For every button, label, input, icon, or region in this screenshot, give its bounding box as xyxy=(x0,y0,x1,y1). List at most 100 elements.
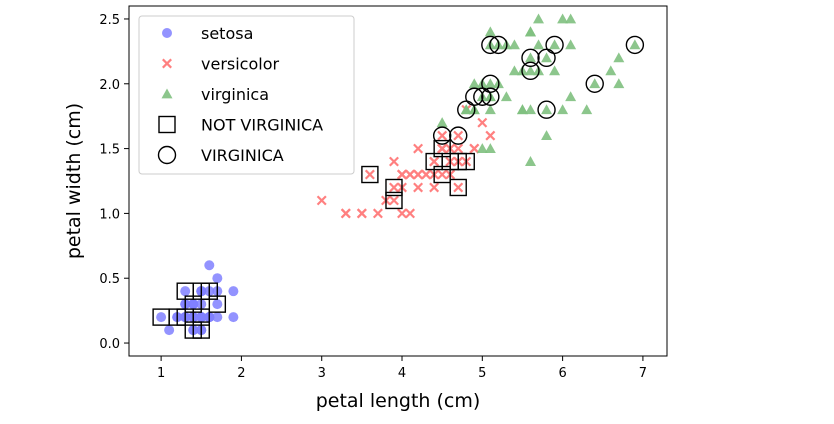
data-point xyxy=(164,325,175,336)
data-point xyxy=(541,52,553,63)
data-point xyxy=(557,13,569,24)
legend-label: virginica xyxy=(201,85,269,104)
data-point xyxy=(481,74,500,93)
data-point xyxy=(208,295,227,313)
legend-item: setosa xyxy=(162,24,253,43)
x-tick-label: 7 xyxy=(639,366,647,381)
y-tick-label: 2.5 xyxy=(99,13,120,28)
series-virginica xyxy=(432,35,645,145)
series-not-virginica xyxy=(152,139,475,339)
data-point xyxy=(481,87,500,106)
data-point xyxy=(484,104,496,115)
data-point xyxy=(453,130,464,141)
data-point xyxy=(485,130,496,141)
data-point xyxy=(436,117,448,128)
data-point xyxy=(361,165,379,184)
data-point xyxy=(500,91,512,102)
data-point xyxy=(441,152,459,171)
x-tick-label: 4 xyxy=(398,366,406,381)
legend-item: VIRGINICA xyxy=(157,145,284,165)
data-point xyxy=(545,35,564,55)
data-point xyxy=(389,182,399,193)
x-tick-label: 3 xyxy=(318,366,326,381)
data-point xyxy=(613,78,625,89)
legend: setosa versicolor virginica NOT VIRGINICA VI… xyxy=(138,15,355,175)
data-point xyxy=(524,52,536,63)
data-point xyxy=(413,169,424,180)
legend-label: VIRGINICA xyxy=(201,146,284,165)
data-point xyxy=(188,299,199,310)
data-point xyxy=(613,52,625,63)
data-point xyxy=(405,169,416,180)
data-point xyxy=(385,191,403,210)
data-point xyxy=(429,182,440,193)
data-point xyxy=(605,65,617,76)
data-point xyxy=(521,61,540,81)
legend-marker xyxy=(158,115,176,134)
data-point xyxy=(481,35,500,55)
y-axis-label: petal width (cm) xyxy=(63,103,85,259)
data-point xyxy=(533,39,545,50)
data-point xyxy=(489,35,508,55)
data-point xyxy=(484,78,496,89)
data-point xyxy=(477,117,488,128)
data-point xyxy=(565,91,577,102)
data-point xyxy=(476,143,488,153)
data-point xyxy=(549,65,561,76)
x-tick-label: 5 xyxy=(478,366,486,381)
data-point xyxy=(629,39,641,50)
data-point xyxy=(372,208,383,219)
data-point xyxy=(421,169,432,180)
data-point xyxy=(437,130,448,141)
data-point xyxy=(156,312,167,323)
data-point xyxy=(397,169,407,180)
data-point xyxy=(465,87,484,106)
legend-marker xyxy=(157,145,177,165)
data-point xyxy=(356,208,367,219)
legend-label: versicolor xyxy=(201,55,279,74)
data-point xyxy=(196,312,207,323)
data-point xyxy=(204,260,215,271)
data-point xyxy=(524,156,536,166)
legend-marker xyxy=(161,88,173,99)
legend-item: versicolor xyxy=(162,55,279,74)
data-point xyxy=(180,286,191,297)
data-point xyxy=(541,130,553,141)
data-point xyxy=(228,312,239,323)
x-tick-label: 1 xyxy=(157,366,165,381)
data-point xyxy=(192,308,210,326)
x-axis-label: petal length (cm) xyxy=(316,390,481,412)
y-axis-ticks: 0.0 0.5 1.0 1.5 2.0 2.5 xyxy=(99,13,129,352)
data-point xyxy=(389,156,399,167)
legend-item: virginica xyxy=(161,85,269,104)
legend-marker xyxy=(162,28,172,38)
data-point xyxy=(524,65,536,76)
data-point xyxy=(437,143,448,154)
legend-label: NOT VIRGINICA xyxy=(201,116,323,135)
x-tick-label: 2 xyxy=(237,366,245,381)
legend-frame xyxy=(138,15,355,175)
data-point xyxy=(405,208,416,219)
data-point xyxy=(449,126,468,145)
data-point xyxy=(521,48,540,68)
data-point xyxy=(468,78,480,89)
data-point xyxy=(453,182,464,193)
data-point xyxy=(228,286,239,297)
legend-label: setosa xyxy=(201,24,253,43)
data-point xyxy=(524,26,536,37)
y-tick-label: 1.5 xyxy=(99,143,120,158)
y-tick-label: 0.0 xyxy=(99,337,120,352)
data-point xyxy=(524,104,536,115)
data-point xyxy=(469,143,480,154)
data-point xyxy=(212,299,223,310)
x-tick-label: 6 xyxy=(558,366,566,381)
y-tick-label: 0.5 xyxy=(99,272,120,287)
data-point xyxy=(589,78,601,89)
data-point xyxy=(385,178,403,197)
data-point xyxy=(508,65,520,76)
legend-item: NOT VIRGINICA xyxy=(158,115,323,135)
series-versicolor xyxy=(316,104,496,219)
data-point xyxy=(192,321,210,339)
y-tick-label: 2.0 xyxy=(99,78,120,93)
